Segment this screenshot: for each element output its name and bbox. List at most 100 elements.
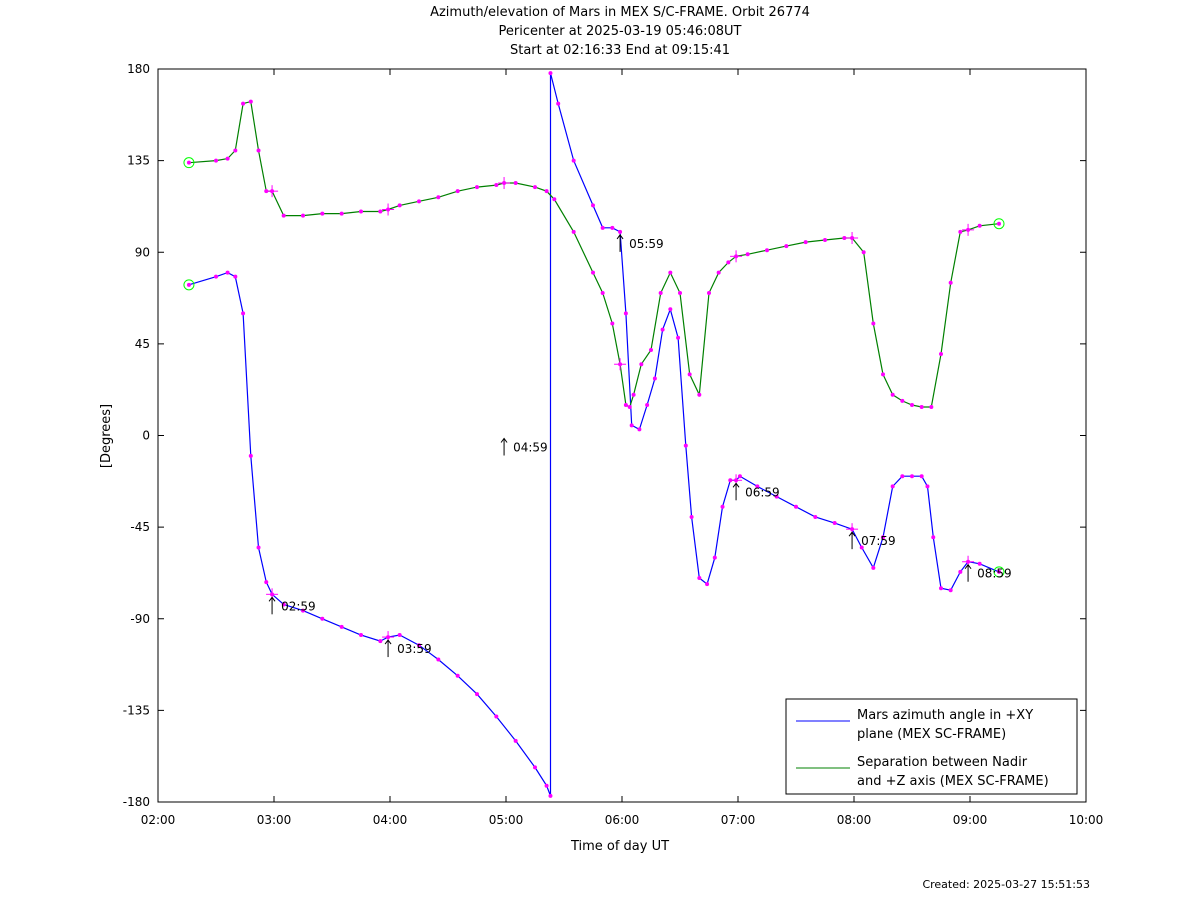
data-point [629, 423, 634, 428]
y-tick-label: -135 [123, 703, 150, 717]
data-point [861, 250, 866, 255]
data-point [997, 221, 1001, 226]
data-point [623, 311, 628, 316]
endpoint-marker [993, 566, 1005, 578]
data-point [494, 714, 499, 719]
data-point [339, 624, 344, 629]
data-point [264, 580, 269, 585]
data-point [890, 392, 895, 397]
x-tick-label: 10:00 [1069, 813, 1104, 827]
data-point [386, 207, 391, 212]
data-point [455, 189, 460, 194]
data-point [544, 783, 549, 788]
data-point [637, 427, 642, 432]
time-annotation-label: 07:59 [861, 534, 896, 548]
data-point [186, 160, 191, 165]
endpoint-marker [183, 157, 195, 169]
data-point [544, 189, 549, 194]
endpoint-marker [183, 279, 195, 291]
annotation-arrowhead [964, 563, 972, 570]
x-tick-label: 09:00 [953, 813, 988, 827]
data-point [502, 181, 507, 186]
data-point [436, 657, 441, 662]
data-point [683, 443, 688, 448]
x-tick-label: 04:00 [373, 813, 408, 827]
data-point [571, 229, 576, 234]
x-tick-label: 06:00 [605, 813, 640, 827]
data-point [513, 181, 518, 186]
x-tick-label: 05:00 [489, 813, 524, 827]
legend: Mars azimuth angle in +XY plane (MEX SC-F… [785, 698, 1078, 795]
data-point [687, 372, 692, 377]
data-point [676, 335, 681, 340]
annotation-arrowhead [384, 639, 392, 645]
x-tick-label: 03:00 [257, 813, 292, 827]
data-point [755, 484, 760, 489]
created-timestamp: Created: 2025-03-27 15:51:53 [922, 878, 1090, 891]
data-point [697, 576, 702, 581]
data-point [225, 270, 230, 275]
data-point [214, 274, 218, 279]
data-point [813, 514, 818, 519]
data-point [737, 474, 742, 479]
data-point [929, 404, 934, 409]
data-point [668, 307, 673, 312]
y-tick-label: 45 [135, 337, 150, 351]
data-point [455, 673, 460, 678]
data-point [705, 582, 710, 587]
data-point [618, 229, 623, 234]
data-point [850, 235, 855, 240]
data-point [556, 101, 561, 106]
data-point [939, 586, 943, 591]
series-layer [183, 71, 1005, 798]
data-point [600, 225, 605, 230]
x-tick-label: 02:00 [141, 813, 176, 827]
data-point [610, 225, 615, 230]
data-point [712, 555, 717, 560]
endpoint-marker [993, 218, 1005, 230]
time-annotation-label: 06:59 [745, 485, 780, 499]
data-point [301, 608, 305, 613]
legend-label-separation: Separation between Nadir and +Z axis (MEX… [857, 755, 1049, 789]
chart-subtitle-pericenter: Pericenter at 2025-03-19 05:46:08UT [498, 24, 742, 39]
data-point [281, 602, 286, 607]
plot-frame [157, 68, 1087, 803]
data-point [900, 474, 905, 479]
data-point [910, 474, 914, 479]
data-point [977, 561, 982, 566]
data-point [241, 101, 246, 106]
axes-layer: 02:00 03:00 04:00 05:00 06:00 07:00 08:00 09:00… [123, 62, 1104, 827]
chart-subtitle-start-end: Start at 02:16:33 End at 09:15:41 [509, 43, 731, 58]
data-point [270, 592, 275, 597]
y-axis-label: [Degrees] [99, 404, 114, 468]
time-annotation-label: 03:59 [397, 642, 432, 656]
data-point [386, 635, 391, 640]
annotation-layer: 02:59 03:59 04:59 05:59 06:59 07:59 08:59 [268, 234, 1012, 658]
data-point [494, 183, 499, 188]
data-point [339, 211, 344, 216]
chart-title: Azimuth/elevation of Mars in MEX S/C-FRA… [430, 5, 810, 20]
data-point [720, 504, 725, 509]
data-point [726, 260, 731, 265]
data-point [533, 185, 537, 190]
data-point [925, 484, 930, 489]
data-point [397, 203, 402, 208]
time-annotation-label: 02:59 [281, 599, 316, 613]
data-point [548, 793, 553, 798]
x-tick-label: 08:00 [837, 813, 872, 827]
data-point [301, 213, 305, 218]
y-tick-label: -90 [130, 612, 150, 626]
data-point [186, 282, 191, 287]
data-point [958, 229, 963, 234]
data-point [734, 254, 739, 259]
data-point [859, 545, 864, 550]
data-point [900, 398, 905, 403]
data-point [248, 453, 253, 458]
time-annotation-label: 08:59 [977, 567, 1012, 581]
data-point [256, 545, 261, 550]
data-point [931, 535, 936, 540]
data-point [320, 616, 325, 621]
data-point [689, 514, 694, 519]
series-line-1 [188, 100, 1000, 408]
y-tick-label: 0 [142, 429, 150, 443]
